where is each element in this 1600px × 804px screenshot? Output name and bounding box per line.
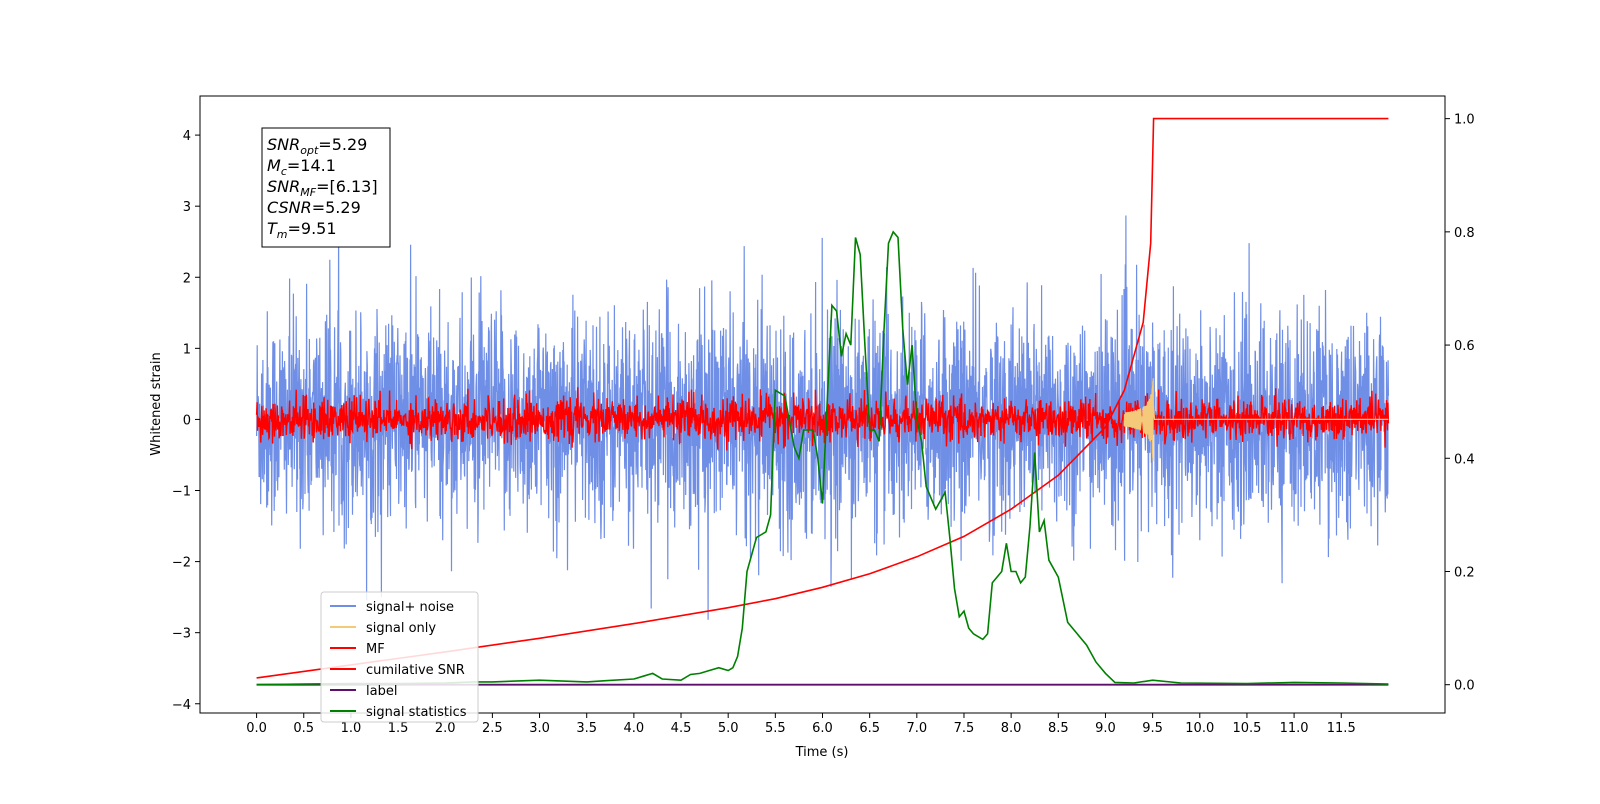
info-symbol: CSNR xyxy=(267,198,312,217)
y-tick-label: −2 xyxy=(172,556,191,571)
legend-label: label xyxy=(366,684,397,699)
series-signal-only xyxy=(1123,378,1389,462)
x-tick-label: 4.5 xyxy=(671,721,692,736)
info-value: =5.29 xyxy=(312,198,361,217)
legend-label: MF xyxy=(366,642,385,657)
y2-tick-label: 0.4 xyxy=(1454,452,1475,467)
y2-tick-label: 1.0 xyxy=(1454,113,1475,128)
x-tick-label: 6.0 xyxy=(812,721,833,736)
series-cumilative-snr xyxy=(256,117,1389,679)
legend-label: signal only xyxy=(366,621,436,636)
series-signal-statistics xyxy=(256,230,1389,686)
info-value: =9.51 xyxy=(288,219,337,238)
y-tick-label: 4 xyxy=(183,129,191,144)
info-symbol: M xyxy=(267,156,281,175)
x-tick-label: 1.0 xyxy=(341,721,362,736)
y2-tick-label: 0.8 xyxy=(1454,226,1475,241)
y2-tick-label: 0.6 xyxy=(1454,339,1475,354)
legend-label: signal+ noise xyxy=(366,600,454,615)
x-tick-label: 4.0 xyxy=(624,721,645,736)
x-tick-label: 9.0 xyxy=(1095,721,1116,736)
info-symbol: T xyxy=(267,219,278,238)
legend-label: signal statistics xyxy=(366,705,467,720)
info-symbol: SNR xyxy=(267,177,300,196)
x-tick-label: 6.5 xyxy=(859,721,880,736)
info-subscript: MF xyxy=(300,186,316,199)
x-tick-label: 9.5 xyxy=(1142,721,1163,736)
y-tick-label: 0 xyxy=(183,413,191,428)
y-axis-right: 1.0 0.8 0.6 0.4 0.2 0.0 xyxy=(1445,113,1475,694)
x-tick-label: 11.0 xyxy=(1280,721,1309,736)
x-tick-label: 7.0 xyxy=(906,721,927,736)
y-axis-left: 4 3 2 1 0 −1 −2 −3 −4 xyxy=(172,129,200,713)
x-tick-label: 0.5 xyxy=(293,721,314,736)
x-tick-label: 0.0 xyxy=(246,721,267,736)
series-mf xyxy=(255,387,1390,451)
y-axis-label: Whitened strain xyxy=(149,352,164,455)
info-line: SNRopt=5.29 xyxy=(267,135,367,157)
legend: signal+ noise signal only MF cumilative SNR… xyxy=(320,591,479,723)
x-tick-label: 11.5 xyxy=(1327,721,1356,736)
x-tick-label: 2.0 xyxy=(435,721,456,736)
x-tick-label: 2.5 xyxy=(482,721,503,736)
legend-frame xyxy=(320,591,479,723)
x-tick-label: 3.5 xyxy=(576,721,597,736)
x-axis-label: Time (s) xyxy=(795,745,849,760)
info-value: =5.29 xyxy=(318,135,367,154)
y-tick-label: 1 xyxy=(183,342,191,357)
info-line: Mc=14.1 xyxy=(267,156,336,178)
x-tick-label: 5.5 xyxy=(765,721,786,736)
y-tick-label: −4 xyxy=(172,698,191,713)
y-tick-label: −3 xyxy=(172,627,191,642)
y-tick-label: −1 xyxy=(172,485,191,500)
info-subscript: opt xyxy=(300,144,319,157)
x-tick-label: 8.0 xyxy=(1001,721,1022,736)
x-axis: 0.0 0.5 1.0 1.5 2.0 2.5 3.0 3.5 4.0 4.5 5.0 5.5 6.0 6… xyxy=(246,713,1356,736)
info-line: CSNR=5.29 xyxy=(267,198,361,217)
info-box-frame xyxy=(261,127,391,248)
y2-tick-label: 0.2 xyxy=(1454,565,1475,580)
info-line: Tm=9.51 xyxy=(267,219,337,241)
x-tick-label: 1.5 xyxy=(388,721,409,736)
info-subscript: m xyxy=(277,228,288,241)
info-box: SNRopt=5.29Mc=14.1SNRMF=[6.13]CSNR=5.29T… xyxy=(261,127,391,248)
info-subscript: c xyxy=(281,165,287,178)
info-value: =14.1 xyxy=(287,156,336,175)
info-line: SNRMF=[6.13] xyxy=(267,177,378,199)
x-tick-label: 7.5 xyxy=(954,721,975,736)
x-tick-label: 10.5 xyxy=(1232,721,1261,736)
x-tick-label: 8.5 xyxy=(1048,721,1069,736)
x-tick-label: 10.0 xyxy=(1185,721,1214,736)
y-tick-label: 2 xyxy=(183,271,191,286)
info-value: =[6.13] xyxy=(316,177,378,196)
x-tick-label: 5.0 xyxy=(718,721,739,736)
y2-tick-label: 0.0 xyxy=(1454,679,1475,694)
x-tick-label: 3.0 xyxy=(529,721,550,736)
legend-label: cumilative SNR xyxy=(366,663,465,678)
y-tick-label: 3 xyxy=(183,200,191,215)
info-symbol: SNR xyxy=(267,135,300,154)
